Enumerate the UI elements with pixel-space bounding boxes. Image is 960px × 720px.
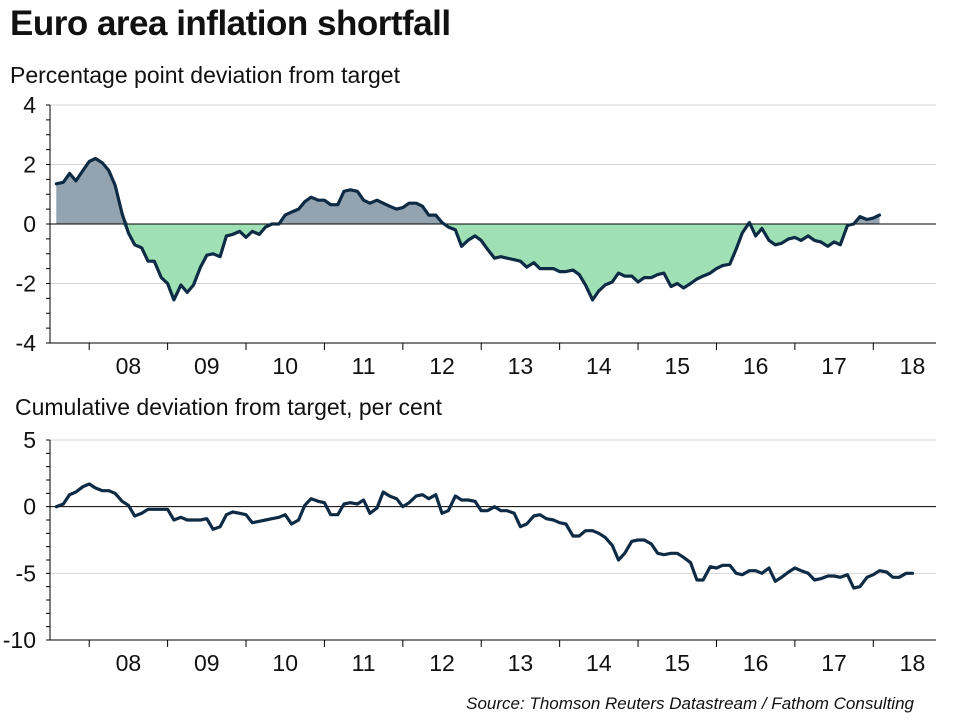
deviation-series-line xyxy=(54,156,882,302)
bottom-chart-subtitle: Cumulative deviation from target, per ce… xyxy=(15,394,442,420)
cumulative-y-tick-label: 0 xyxy=(23,494,36,520)
deviation-x-tick-label: 09 xyxy=(194,353,220,379)
cumulative-x-tick-label: 15 xyxy=(664,650,690,676)
cumulative-x-tick-label: 16 xyxy=(743,650,769,676)
cumulative-x-tick-label: 12 xyxy=(429,650,455,676)
deviation-x-tick-label: 16 xyxy=(743,353,769,379)
cumulative-series-line xyxy=(54,482,915,590)
deviation-x-tick-label: 14 xyxy=(586,353,612,379)
deviation-y-tick-label: -4 xyxy=(16,330,37,356)
cumulative-x-tick-label: 10 xyxy=(272,650,298,676)
deviation-x-tick-label: 12 xyxy=(429,353,455,379)
deviation-x-tick-label: 15 xyxy=(664,353,690,379)
deviation-x-tick-label: 10 xyxy=(272,353,298,379)
source-note: Source: Thomson Reuters Datastream / Fat… xyxy=(466,694,914,713)
chart-title: Euro area inflation shortfall xyxy=(10,4,451,43)
top-chart-subtitle: Percentage point deviation from target xyxy=(10,62,400,88)
cumulative-x-tick-label: 13 xyxy=(508,650,534,676)
cumulative-y-tick-label: -10 xyxy=(3,627,36,653)
cumulative-x-tick-label: 09 xyxy=(194,650,220,676)
cumulative-y-tick-label: -5 xyxy=(16,560,36,586)
deviation-x-tick-label: 18 xyxy=(900,353,926,379)
cumulative-x-tick-label: 11 xyxy=(352,650,376,676)
deviation-x-tick-label: 13 xyxy=(508,353,534,379)
cumulative-y-tick-label: 5 xyxy=(23,427,36,453)
cumulative-x-tick-label: 14 xyxy=(586,650,612,676)
deviation-x-tick-label: 11 xyxy=(352,353,376,379)
deviation-below-target-area xyxy=(56,224,880,300)
cumulative-x-tick-label: 18 xyxy=(900,650,926,676)
cumulative-x-tick-label: 08 xyxy=(116,650,142,676)
cumulative-x-tick-label: 17 xyxy=(821,650,847,676)
deviation-y-tick-label: 4 xyxy=(23,92,36,118)
deviation-y-tick-label: -2 xyxy=(16,271,36,297)
deviation-y-tick-label: 2 xyxy=(23,152,36,178)
deviation-y-tick-label: 0 xyxy=(23,211,36,237)
deviation-x-tick-label: 08 xyxy=(116,353,142,379)
deviation-x-tick-label: 17 xyxy=(821,353,847,379)
